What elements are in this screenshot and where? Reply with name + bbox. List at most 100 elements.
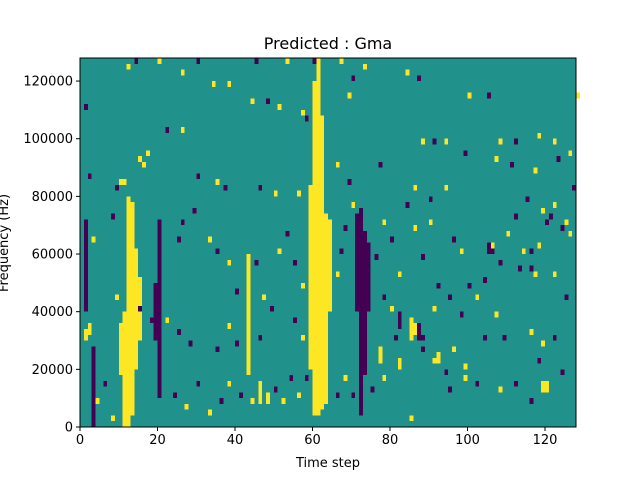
heatmap-cell xyxy=(262,294,266,301)
heatmap-cell xyxy=(134,58,139,64)
x-tick-label: 40 xyxy=(227,433,244,448)
heatmap-cell xyxy=(95,398,100,404)
heatmap-cell xyxy=(118,323,123,376)
heatmap-cell xyxy=(343,375,348,381)
heatmap-cell xyxy=(537,132,542,139)
heatmap-cell xyxy=(564,219,569,226)
heatmap-cell xyxy=(413,184,418,191)
heatmap-cell xyxy=(211,81,216,87)
heatmap-cell xyxy=(409,415,414,422)
heatmap-cell xyxy=(227,259,232,266)
heatmap-cell xyxy=(180,127,185,133)
heatmap-cell xyxy=(83,328,88,341)
heatmap-cell xyxy=(122,179,127,185)
heatmap-cell xyxy=(483,277,487,283)
heatmap-cell xyxy=(417,323,421,341)
heatmap-cell xyxy=(475,294,480,301)
heatmap-cell xyxy=(328,219,332,312)
heatmap-cell xyxy=(126,196,131,427)
heatmap-cell xyxy=(421,334,425,341)
heatmap-cell xyxy=(300,109,305,116)
heatmap-cell xyxy=(529,248,534,255)
heatmap-cell xyxy=(362,230,367,376)
heatmap-cell xyxy=(300,334,305,341)
y-tick-label: 40000 xyxy=(32,305,73,320)
heatmap-cell xyxy=(397,357,402,370)
heatmap-cell xyxy=(258,184,263,191)
heatmap-cell xyxy=(320,115,325,410)
heatmap-cell xyxy=(297,392,301,399)
heatmap-cell xyxy=(347,92,352,99)
heatmap-cell xyxy=(463,375,468,381)
heatmap-cell xyxy=(552,334,557,341)
heatmap-cell xyxy=(138,305,142,312)
heatmap-cell xyxy=(149,317,154,324)
heatmap-cell xyxy=(432,357,437,364)
heatmap-cell xyxy=(502,334,507,341)
heatmap-cell xyxy=(300,282,305,289)
heatmap-cell xyxy=(382,294,387,301)
heatmap-cell xyxy=(568,230,573,237)
heatmap-cell xyxy=(494,311,499,318)
heatmap-cell xyxy=(165,127,170,133)
heatmap-cell xyxy=(459,248,464,255)
heatmap-cell xyxy=(207,409,212,416)
y-axis-label: Frequency (Hz) xyxy=(0,194,12,292)
heatmap-cell xyxy=(552,202,557,208)
y-tick-label: 100000 xyxy=(23,132,73,147)
heatmap-cell xyxy=(196,173,201,180)
heatmap-cell xyxy=(498,138,503,145)
heatmap-cell xyxy=(397,271,402,278)
y-tick-label: 0 xyxy=(65,421,73,436)
heatmap-cell xyxy=(421,138,425,145)
heatmap-cell xyxy=(215,248,220,255)
heatmap-cell xyxy=(405,69,410,76)
heatmap-cell xyxy=(378,346,383,364)
heatmap-cell xyxy=(432,305,437,312)
heatmap-cell xyxy=(176,236,181,243)
heatmap-cell xyxy=(467,92,472,99)
heatmap-cell xyxy=(122,311,127,427)
heatmap-cell xyxy=(273,386,278,393)
heatmap-cell xyxy=(258,380,263,404)
heatmap-cell xyxy=(250,398,255,404)
heatmap-cell xyxy=(568,150,573,157)
heatmap-cell xyxy=(180,219,185,226)
y-tick-label: 120000 xyxy=(23,75,73,90)
heatmap-cell xyxy=(355,213,359,312)
heatmap-cell xyxy=(293,259,297,266)
heatmap-cell xyxy=(486,92,491,99)
heatmap-cell xyxy=(417,75,421,82)
heatmap-cell xyxy=(421,346,425,353)
heatmap-cell xyxy=(111,213,115,220)
heatmap-cell xyxy=(459,311,464,318)
heatmap-cell xyxy=(564,294,569,301)
heatmap-cell xyxy=(382,375,387,381)
x-tick-label: 120 xyxy=(533,433,558,448)
heatmap-cell xyxy=(281,398,286,404)
heatmap-cell xyxy=(111,415,115,422)
chart-title: Predicted : Gma xyxy=(264,34,392,53)
heatmap-cell xyxy=(448,294,452,301)
heatmap-cell xyxy=(157,58,162,64)
y-tick-label: 60000 xyxy=(32,248,73,263)
heatmap-cell xyxy=(483,334,487,341)
x-tick-label: 20 xyxy=(149,433,166,448)
heatmap-cell xyxy=(370,386,375,393)
heatmap-cell xyxy=(285,230,290,237)
y-tick-label: 20000 xyxy=(32,363,73,378)
heatmap-cell xyxy=(254,58,259,64)
heatmap-cell xyxy=(142,161,146,168)
heatmap-cell xyxy=(227,323,232,329)
heatmap-cell xyxy=(126,63,131,70)
heatmap-cell xyxy=(421,254,425,260)
heatmap-cell xyxy=(514,213,518,220)
heatmap-cell xyxy=(153,282,158,341)
heatmap-cell xyxy=(490,242,495,249)
heatmap-cell xyxy=(192,207,197,214)
heatmap-cell xyxy=(308,184,313,370)
heatmap-cell xyxy=(362,63,367,70)
heatmap-cell xyxy=(227,380,232,387)
heatmap-cell xyxy=(537,357,542,364)
heatmap-cell xyxy=(436,282,441,289)
